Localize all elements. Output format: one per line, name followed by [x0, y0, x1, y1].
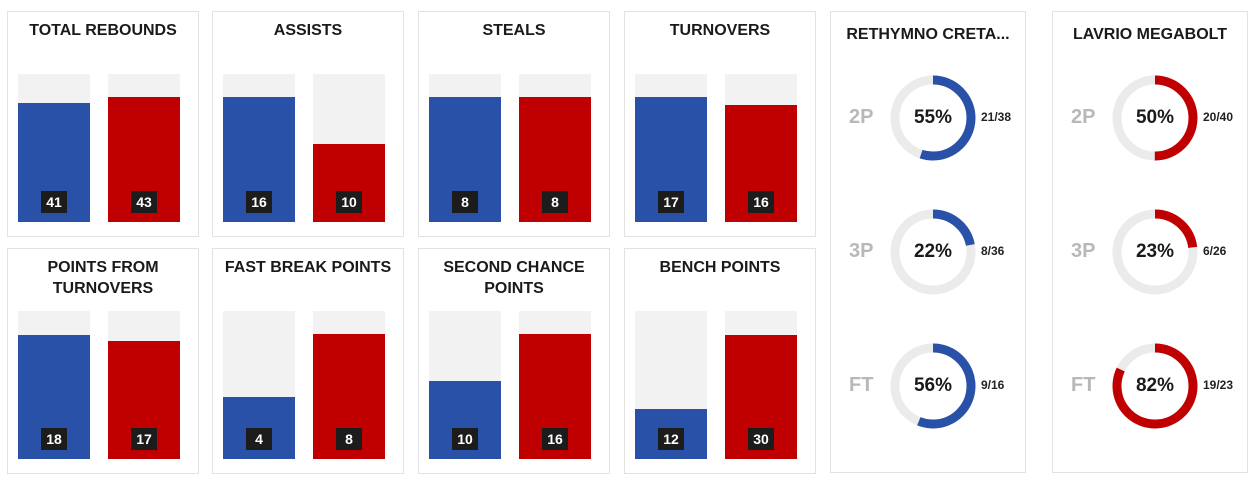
donut-chart — [890, 343, 976, 429]
donut-arc — [890, 343, 976, 429]
made-attempted-label: 6/26 — [1203, 244, 1227, 258]
donut-chart — [1112, 209, 1198, 295]
donut-arc — [890, 75, 976, 161]
stat-card-steals: STEALS 8 8 — [418, 11, 610, 237]
stat-card-turnovers: TURNOVERS 17 16 — [624, 11, 816, 237]
stat-title: STEALS — [482, 22, 546, 39]
bar-value-home: 4 — [246, 428, 272, 450]
bar-value-away: 16 — [748, 191, 774, 213]
bar-value-away: 17 — [131, 428, 157, 450]
bar-track-home: 41 — [18, 74, 90, 222]
bar-value-home: 12 — [658, 428, 684, 450]
shot-type-label: 2P — [1071, 106, 1096, 128]
bar-track-away: 8 — [313, 311, 385, 459]
bar-value-home: 17 — [658, 191, 684, 213]
bar-track-away: 16 — [725, 74, 797, 222]
stat-card-bench-points: BENCH POINTS 12 30 — [624, 248, 816, 474]
stat-card-second-chance-points: SECOND CHANCE POINTS 10 16 — [418, 248, 610, 474]
stat-title: ASSISTS — [273, 22, 343, 39]
percentage-label: 55% — [913, 107, 953, 128]
donut-chart — [890, 75, 976, 161]
bar-value-away: 30 — [748, 428, 774, 450]
bar-track-home: 4 — [223, 311, 295, 459]
donut-arc — [1112, 343, 1198, 429]
made-attempted-label: 19/23 — [1203, 378, 1234, 392]
stat-title: FAST BREAK POINTS — [224, 259, 392, 276]
shot-type-label: 3P — [1071, 240, 1096, 262]
bar-value-home: 18 — [41, 428, 67, 450]
bar-value-away: 8 — [336, 428, 362, 450]
donut-arc — [890, 209, 976, 295]
stat-card-fast-break-points: FAST BREAK POINTS 4 8 — [212, 248, 404, 474]
bar-track-away: 30 — [725, 311, 797, 459]
made-attempted-label: 9/16 — [981, 378, 1005, 392]
bar-value-away: 10 — [336, 191, 362, 213]
bar-value-away: 8 — [542, 191, 568, 213]
made-attempted-label: 21/38 — [981, 110, 1012, 124]
made-attempted-label: 8/36 — [981, 244, 1005, 258]
bar-track-home: 8 — [429, 74, 501, 222]
donut-arc — [1112, 75, 1198, 161]
bar-value-home: 41 — [41, 191, 67, 213]
donut-chart — [1112, 343, 1198, 429]
donut-arc — [1112, 209, 1198, 295]
stat-title: POINTS FROM TURNOVERS — [47, 259, 159, 297]
bar-track-home: 12 — [635, 311, 707, 459]
shot-type-label: FT — [849, 374, 874, 396]
stat-card-assists: ASSISTS 16 10 — [212, 11, 404, 237]
shooting-row-3p: 3P 22% 8/36 — [831, 206, 1025, 298]
percentage-label: 22% — [913, 241, 953, 262]
stat-title: SECOND CHANCE POINTS — [443, 259, 585, 297]
bar-track-away: 10 — [313, 74, 385, 222]
donut-chart — [890, 209, 976, 295]
shooting-card-home: RETHYMNO CRETA... 2P 55% 21/38 3P 22% 8/… — [830, 11, 1026, 473]
stat-title: BENCH POINTS — [659, 259, 781, 276]
shot-type-label: FT — [1071, 374, 1096, 396]
bar-value-home: 10 — [452, 428, 478, 450]
made-attempted-label: 20/40 — [1203, 110, 1234, 124]
percentage-label: 50% — [1135, 107, 1175, 128]
bar-track-away: 8 — [519, 74, 591, 222]
stat-title: TURNOVERS — [669, 22, 771, 39]
stat-card-total-rebounds: TOTAL REBOUNDS 41 43 — [7, 11, 199, 237]
team-name: RETHYMNO CRETA... — [846, 26, 1010, 43]
bar-value-home: 8 — [452, 191, 478, 213]
bar-track-home: 10 — [429, 311, 501, 459]
shooting-row-2p: 2P 55% 21/38 — [831, 72, 1025, 164]
shooting-row-ft: FT 82% 19/23 — [1053, 340, 1247, 432]
percentage-label: 23% — [1135, 241, 1175, 262]
bar-track-home: 18 — [18, 311, 90, 459]
percentage-label: 82% — [1135, 375, 1175, 396]
bar-value-away: 16 — [542, 428, 568, 450]
shot-type-label: 2P — [849, 106, 874, 128]
shot-type-label: 3P — [849, 240, 874, 262]
bar-track-away: 43 — [108, 74, 180, 222]
bar-track-home: 17 — [635, 74, 707, 222]
shooting-card-away: LAVRIO MEGABOLT 2P 50% 20/40 3P 23% 6/26… — [1052, 11, 1248, 473]
bar-track-away: 16 — [519, 311, 591, 459]
bar-track-home: 16 — [223, 74, 295, 222]
stat-card-points-from-turnovers: POINTS FROM TURNOVERS 18 17 — [7, 248, 199, 474]
bar-track-away: 17 — [108, 311, 180, 459]
percentage-label: 56% — [913, 375, 953, 396]
shooting-row-2p: 2P 50% 20/40 — [1053, 72, 1247, 164]
shooting-row-ft: FT 56% 9/16 — [831, 340, 1025, 432]
stat-title: TOTAL REBOUNDS — [29, 22, 177, 39]
bar-value-away: 43 — [131, 191, 157, 213]
team-name: LAVRIO MEGABOLT — [1072, 26, 1228, 43]
shooting-row-3p: 3P 23% 6/26 — [1053, 206, 1247, 298]
bar-value-home: 16 — [246, 191, 272, 213]
donut-chart — [1112, 75, 1198, 161]
